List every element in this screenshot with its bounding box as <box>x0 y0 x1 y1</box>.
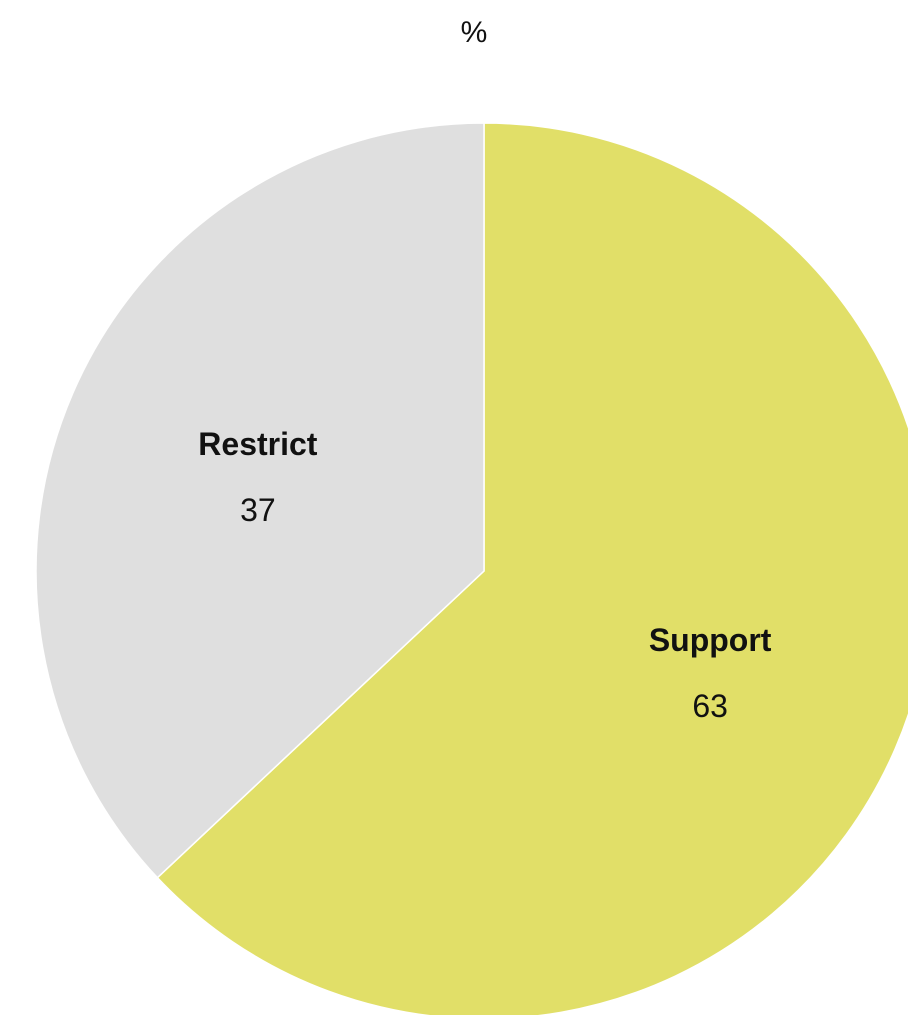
slice-label-restrict: Restrict <box>198 426 318 462</box>
slice-value-support: 63 <box>692 688 728 724</box>
slice-labels: Support 63 Restrict 37 <box>198 426 772 724</box>
pie-slice-restrict <box>35 122 485 879</box>
pie-slice-support <box>156 122 908 1015</box>
slice-value-restrict: 37 <box>240 492 276 528</box>
slice-label-support: Support <box>649 622 772 658</box>
chart-title: % <box>461 16 488 49</box>
pie-slices <box>35 122 908 1015</box>
